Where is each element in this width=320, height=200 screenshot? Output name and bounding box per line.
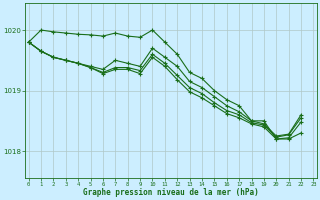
X-axis label: Graphe pression niveau de la mer (hPa): Graphe pression niveau de la mer (hPa) bbox=[83, 188, 259, 197]
